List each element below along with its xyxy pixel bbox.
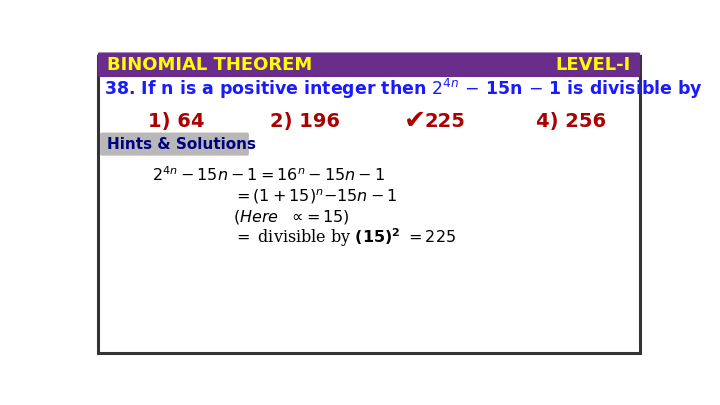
Text: 4) 256: 4) 256	[536, 112, 606, 131]
Text: $(Here\ \ \propto\!= 15)$: $(Here\ \ \propto\!= 15)$	[233, 208, 350, 226]
FancyBboxPatch shape	[98, 53, 640, 77]
Text: LEVEL-I: LEVEL-I	[556, 56, 631, 74]
Text: $2^{4n} - 15n - 1 = 16^{n} - 15n - 1$: $2^{4n} - 15n - 1 = 16^{n} - 15n - 1$	[152, 166, 385, 185]
Text: ✔: ✔	[404, 108, 426, 134]
Text: 225: 225	[424, 112, 465, 131]
Text: $=$ divisible by $\mathbf{(15)^{2}}$ $= 225$: $=$ divisible by $\mathbf{(15)^{2}}$ $= …	[233, 227, 456, 249]
Text: 38. If n is a positive integer then $2^{4n}$ $-$ 15n $-$ 1 is divisible by: 38. If n is a positive integer then $2^{…	[104, 77, 703, 102]
FancyBboxPatch shape	[100, 132, 249, 156]
Text: BINOMIAL THEOREM: BINOMIAL THEOREM	[107, 56, 312, 74]
Text: Hints & Solutions: Hints & Solutions	[107, 136, 256, 151]
Text: 2) 196: 2) 196	[270, 112, 340, 131]
Text: $= (1 + 15)^{n}{-}15n - 1$: $= (1 + 15)^{n}{-}15n - 1$	[233, 187, 397, 206]
Text: 1) 64: 1) 64	[148, 112, 204, 131]
